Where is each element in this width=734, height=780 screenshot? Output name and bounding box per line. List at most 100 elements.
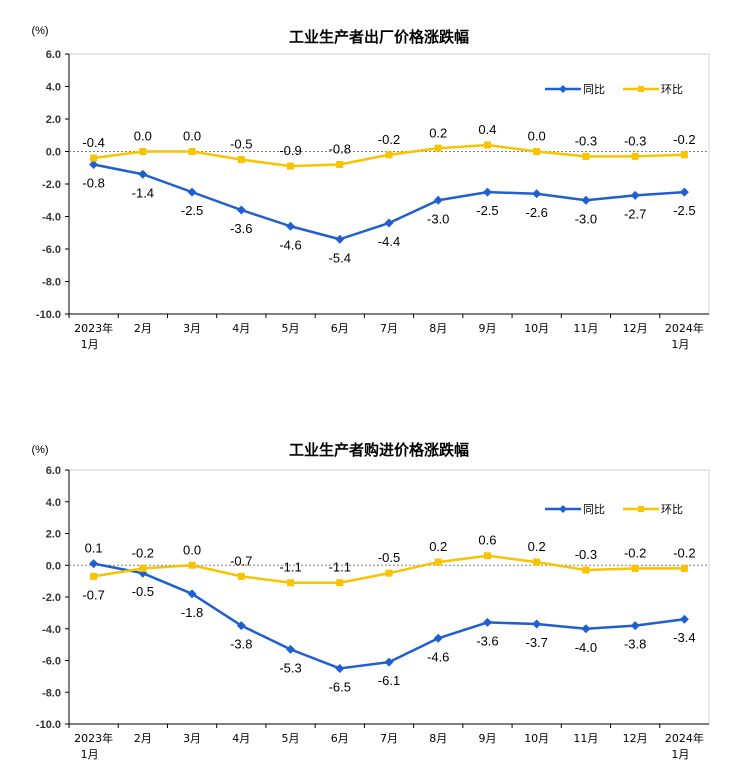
- legend-marker: [638, 506, 644, 512]
- data-label: -0.2: [624, 545, 646, 560]
- data-label: -6.5: [329, 679, 351, 694]
- data-label: -0.5: [132, 584, 154, 599]
- y-tick-label: 0.0: [46, 147, 61, 159]
- y-tick-label: -4.0: [42, 624, 61, 636]
- data-point-yoy: [482, 617, 492, 627]
- data-point-mom: [90, 154, 98, 162]
- legend: 同比 环比: [545, 83, 683, 96]
- data-point-mom: [533, 558, 541, 566]
- x-tick-label: 7月: [380, 322, 398, 335]
- data-point-mom: [237, 572, 245, 580]
- data-label: 0.2: [528, 539, 546, 554]
- x-tick-label: 4月: [232, 732, 250, 745]
- x-tick-label: 2024年: [665, 321, 704, 335]
- data-label: -0.5: [230, 137, 252, 152]
- legend-label: 同比: [583, 83, 605, 96]
- x-tick-label: 10月: [524, 732, 549, 745]
- x-tick-label: 12月: [623, 322, 648, 335]
- data-point-mom: [680, 151, 688, 159]
- x-tick-label: 9月: [478, 322, 496, 335]
- y-tick-label: 2.0: [46, 529, 61, 541]
- data-point-yoy: [236, 621, 246, 631]
- chart-ppi-purchase: 工业生产者购进价格涨跌幅 (%) 6.0 4.0 2.0 0.0 -2.0 -4.0 -6.0 -…: [31, 441, 710, 761]
- data-point-mom: [434, 144, 442, 152]
- data-label: -2.7: [624, 206, 646, 221]
- data-point-mom: [385, 569, 393, 577]
- x-tick-label: 1月: [671, 748, 689, 761]
- data-point-mom: [237, 156, 245, 164]
- data-label: -3.0: [575, 211, 597, 226]
- chart-title: 工业生产者出厂价格涨跌幅: [289, 28, 469, 46]
- data-label: 0.2: [429, 125, 447, 140]
- data-label: -5.3: [279, 660, 301, 675]
- data-point-yoy: [384, 657, 394, 667]
- data-point-mom: [287, 579, 295, 587]
- data-point-yoy: [138, 169, 148, 179]
- data-label: -3.6: [476, 633, 498, 648]
- data-point-yoy: [236, 205, 246, 215]
- data-label: -0.4: [82, 135, 104, 150]
- y-tick-label: 0.0: [46, 560, 61, 572]
- data-label: -0.9: [279, 143, 301, 158]
- data-point-mom: [188, 148, 196, 155]
- data-label: -6.1: [378, 673, 400, 688]
- plot-frame: [68, 53, 710, 315]
- data-point-yoy: [187, 589, 197, 599]
- data-point-yoy: [89, 160, 99, 169]
- y-tick-label: -2.0: [42, 592, 61, 604]
- data-label: -0.2: [673, 132, 695, 147]
- data-point-yoy: [679, 614, 689, 624]
- y-tick-label: -10.0: [36, 719, 61, 731]
- data-point-yoy: [335, 234, 345, 244]
- data-label: -4.6: [427, 649, 449, 664]
- data-point-yoy: [532, 619, 542, 629]
- data-point-mom: [287, 162, 295, 170]
- data-point-yoy: [532, 189, 542, 199]
- data-label: 0.0: [528, 129, 546, 144]
- legend: 同比 环比: [545, 503, 683, 516]
- data-label: -0.2: [673, 545, 695, 560]
- data-label: -3.8: [624, 637, 646, 652]
- data-point-yoy: [433, 633, 443, 643]
- x-tick-label: 1月: [671, 338, 689, 351]
- x-tick-label: 4月: [232, 322, 250, 335]
- y-tick-label: 6.0: [46, 49, 61, 61]
- data-label: -3.0: [427, 211, 449, 226]
- data-point-mom: [188, 561, 196, 569]
- data-point-yoy: [286, 644, 296, 654]
- data-point-mom: [336, 579, 344, 587]
- x-tick-label: 1月: [81, 338, 99, 351]
- data-label: -3.4: [673, 630, 695, 645]
- x-tick-label: 6月: [331, 322, 349, 335]
- data-label: -4.0: [575, 640, 597, 655]
- chart-ppi-output: 工业生产者出厂价格涨跌幅 (%) 6.0 4.0 2.0 0.0 -2.0 -4.0 -6.0 -…: [31, 25, 710, 351]
- x-tick-label: 2月: [134, 322, 152, 335]
- data-point-yoy: [630, 190, 640, 200]
- y-tick-label: -6.0: [42, 244, 61, 256]
- data-point-yoy: [335, 663, 345, 673]
- data-point-mom: [631, 152, 639, 160]
- data-label: -0.2: [132, 545, 154, 560]
- data-point-mom: [90, 572, 98, 580]
- data-point-yoy: [286, 221, 296, 231]
- y-tick-label: -8.0: [42, 277, 61, 289]
- x-tick-label: 9月: [478, 732, 496, 745]
- data-point-mom: [533, 148, 541, 155]
- y-tick-label: -2.0: [42, 179, 61, 191]
- data-label: -2.6: [525, 205, 547, 220]
- data-label: -5.4: [329, 250, 351, 265]
- data-label: 0.1: [85, 541, 103, 556]
- data-point-mom: [139, 564, 147, 572]
- data-label: -0.3: [624, 133, 646, 148]
- x-tick-label: 11月: [573, 732, 598, 745]
- data-label: -2.5: [476, 203, 498, 218]
- legend-marker: [638, 86, 644, 92]
- data-point-yoy: [679, 187, 689, 197]
- data-label: -2.5: [673, 203, 695, 218]
- data-label: -4.4: [378, 234, 400, 249]
- y-tick-label: -10.0: [36, 309, 61, 321]
- y-tick-label: -8.0: [42, 687, 61, 699]
- data-label: -0.2: [378, 132, 400, 147]
- legend-marker: [559, 505, 567, 513]
- data-label: -3.6: [230, 221, 252, 236]
